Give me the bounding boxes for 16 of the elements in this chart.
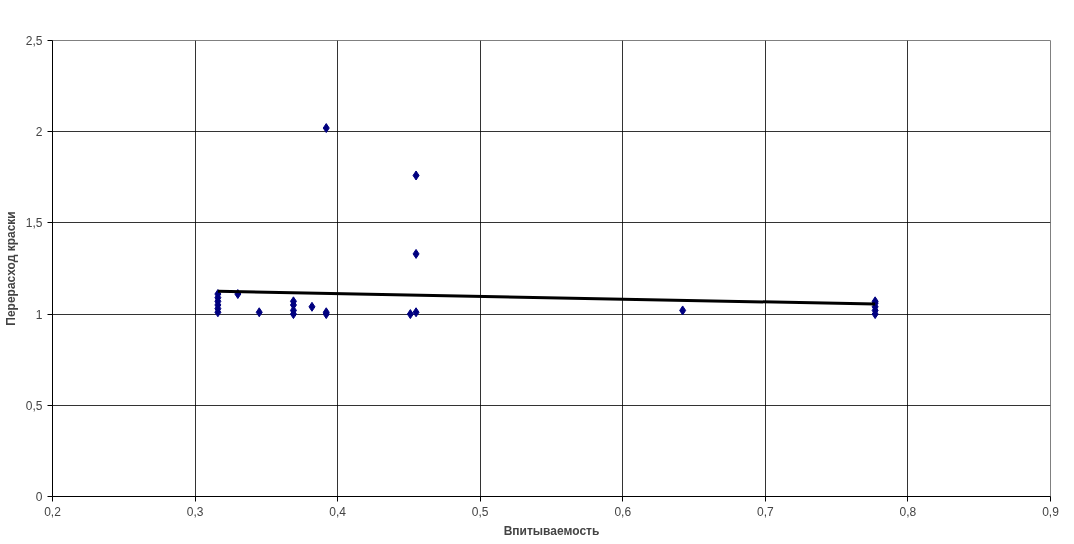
y-tick-label: 2,5 bbox=[25, 34, 43, 48]
x-tick-label: 0,4 bbox=[329, 504, 347, 519]
x-tick-label: 0,8 bbox=[899, 504, 917, 519]
y-tick-label: 1,5 bbox=[25, 216, 43, 231]
x-tick-label: 0,7 bbox=[757, 504, 775, 519]
y-tick-label: 0 bbox=[35, 490, 43, 504]
y-tick-label: 2 bbox=[35, 125, 43, 140]
x-axis-title: Впитываемость bbox=[503, 523, 600, 538]
x-tick-label: 0,2 bbox=[44, 504, 62, 519]
y-tick-label: 1 bbox=[35, 307, 43, 322]
y-tick-label: 0,5 bbox=[25, 398, 43, 413]
x-tick-label: 0,9 bbox=[1042, 504, 1060, 519]
x-tick-label: 0,3 bbox=[186, 504, 204, 519]
y-axis-title: Перерасход краски bbox=[3, 211, 18, 326]
x-tick-label: 0,6 bbox=[614, 504, 632, 519]
x-tick-label: 0,5 bbox=[471, 504, 489, 519]
